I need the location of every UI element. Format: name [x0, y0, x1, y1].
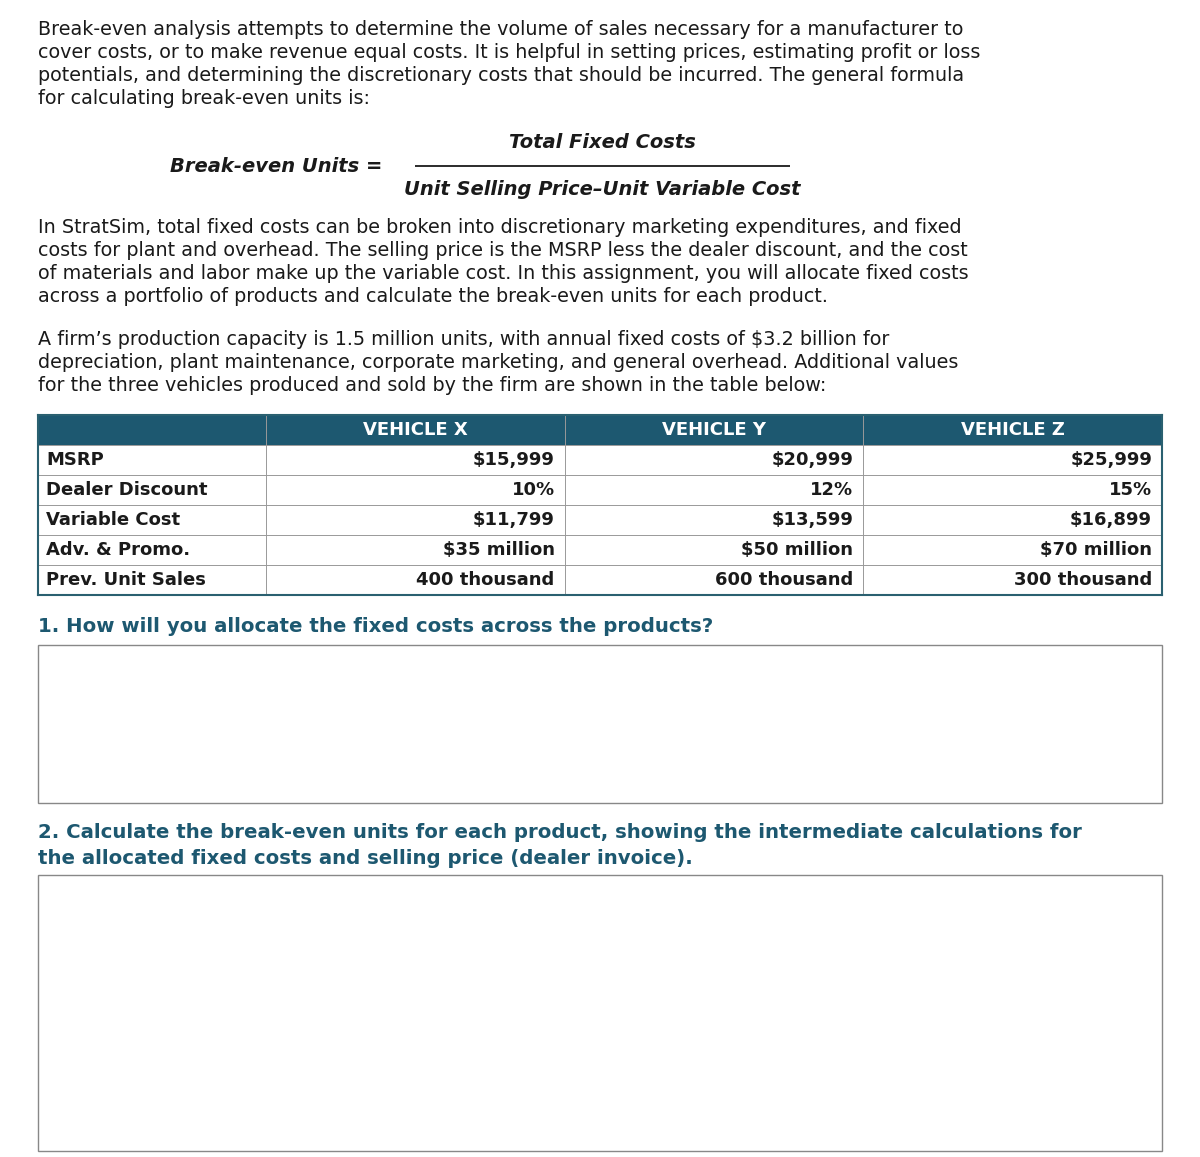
Text: 10%: 10% — [511, 481, 554, 499]
Text: $15,999: $15,999 — [473, 451, 554, 469]
Text: for the three vehicles produced and sold by the firm are shown in the table belo: for the three vehicles produced and sold… — [38, 376, 827, 395]
Text: Prev. Unit Sales: Prev. Unit Sales — [46, 572, 206, 589]
Text: for calculating break-even units is:: for calculating break-even units is: — [38, 89, 370, 108]
Text: Break-even Units =: Break-even Units = — [170, 156, 383, 176]
Text: Total Fixed Costs: Total Fixed Costs — [509, 133, 696, 152]
Text: 2. Calculate the break-even units for each product, showing the intermediate cal: 2. Calculate the break-even units for ea… — [38, 823, 1082, 842]
Bar — [38, 565, 1162, 595]
Bar — [38, 535, 1162, 565]
Text: Adv. & Promo.: Adv. & Promo. — [46, 541, 190, 559]
Text: A firm’s production capacity is 1.5 million units, with annual fixed costs of $3: A firm’s production capacity is 1.5 mill… — [38, 330, 889, 349]
Bar — [38, 476, 1162, 504]
Text: 400 thousand: 400 thousand — [416, 572, 554, 589]
Bar — [38, 445, 1162, 476]
Text: $70 million: $70 million — [1040, 541, 1152, 559]
Text: of materials and labor make up the variable cost. In this assignment, you will a: of materials and labor make up the varia… — [38, 264, 968, 283]
Text: depreciation, plant maintenance, corporate marketing, and general overhead. Addi: depreciation, plant maintenance, corpora… — [38, 353, 959, 373]
Text: VEHICLE Y: VEHICLE Y — [662, 421, 766, 439]
Bar — [38, 644, 1162, 803]
Text: cover costs, or to make revenue equal costs. It is helpful in setting prices, es: cover costs, or to make revenue equal co… — [38, 43, 980, 62]
Bar — [38, 504, 1162, 535]
Text: 600 thousand: 600 thousand — [715, 572, 853, 589]
Text: VEHICLE X: VEHICLE X — [362, 421, 468, 439]
Text: Variable Cost: Variable Cost — [46, 511, 180, 529]
Text: $16,899: $16,899 — [1070, 511, 1152, 529]
Text: $25,999: $25,999 — [1070, 451, 1152, 469]
Text: Dealer Discount: Dealer Discount — [46, 481, 208, 499]
Text: 12%: 12% — [810, 481, 853, 499]
Text: potentials, and determining the discretionary costs that should be incurred. The: potentials, and determining the discreti… — [38, 66, 964, 84]
Text: across a portfolio of products and calculate the break-even units for each produ: across a portfolio of products and calcu… — [38, 287, 828, 305]
Text: 15%: 15% — [1109, 481, 1152, 499]
Text: MSRP: MSRP — [46, 451, 103, 469]
Text: costs for plant and overhead. The selling price is the MSRP less the dealer disc: costs for plant and overhead. The sellin… — [38, 241, 967, 260]
Text: $35 million: $35 million — [443, 541, 554, 559]
Text: $20,999: $20,999 — [772, 451, 853, 469]
Text: Break-even analysis attempts to determine the volume of sales necessary for a ma: Break-even analysis attempts to determin… — [38, 20, 964, 39]
Text: In StratSim, total fixed costs can be broken into discretionary marketing expend: In StratSim, total fixed costs can be br… — [38, 218, 961, 237]
Text: $13,599: $13,599 — [772, 511, 853, 529]
Text: VEHICLE Z: VEHICLE Z — [961, 421, 1064, 439]
Text: 300 thousand: 300 thousand — [1014, 572, 1152, 589]
Bar — [38, 875, 1162, 1151]
Text: the allocated fixed costs and selling price (dealer invoice).: the allocated fixed costs and selling pr… — [38, 849, 692, 868]
Text: $50 million: $50 million — [742, 541, 853, 559]
Text: 1. How will you allocate the fixed costs across the products?: 1. How will you allocate the fixed costs… — [38, 617, 713, 636]
Text: $11,799: $11,799 — [473, 511, 554, 529]
Text: Unit Selling Price–Unit Variable Cost: Unit Selling Price–Unit Variable Cost — [404, 180, 800, 199]
Bar — [38, 415, 1162, 445]
